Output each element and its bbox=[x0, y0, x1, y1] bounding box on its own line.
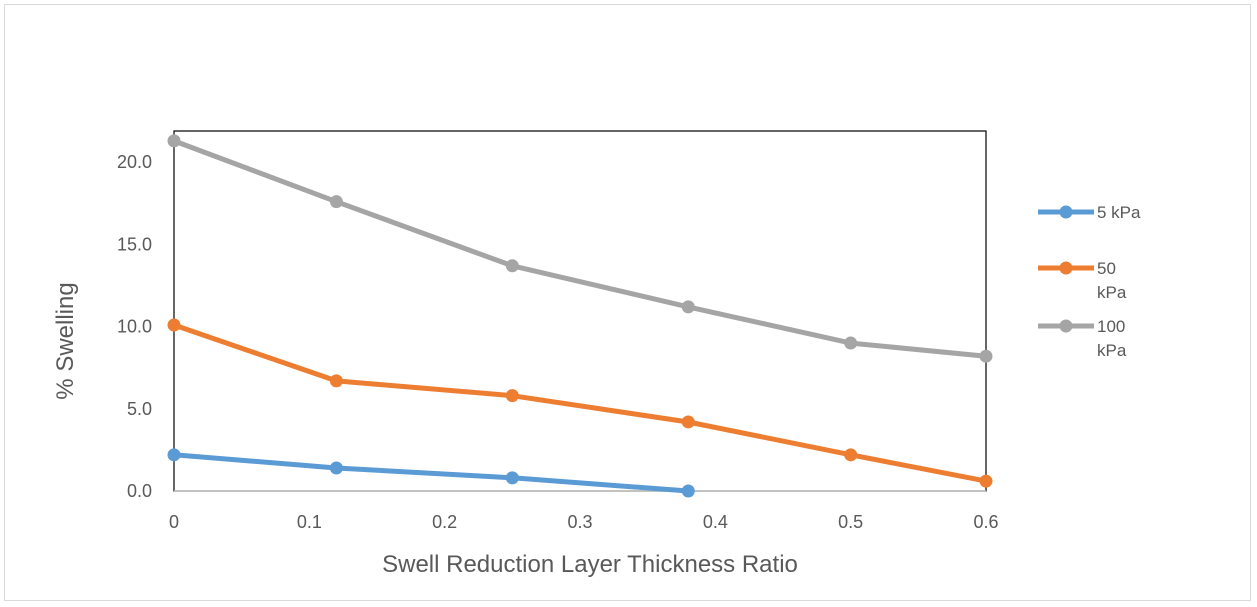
data-point bbox=[329, 195, 343, 209]
y-tick-label: 15.0 bbox=[117, 234, 152, 254]
legend-item: 100 kPa bbox=[1038, 317, 1127, 360]
legend-label: 5 kPa bbox=[1097, 203, 1141, 222]
data-point bbox=[167, 134, 181, 148]
data-point bbox=[505, 471, 519, 485]
y-axis-title: % Swelling bbox=[52, 282, 79, 399]
data-point bbox=[167, 318, 181, 332]
x-tick-label: 0.2 bbox=[432, 512, 457, 532]
series-line bbox=[171, 138, 989, 359]
y-tick-label: 10.0 bbox=[117, 317, 152, 337]
data-point bbox=[505, 389, 519, 403]
x-axis-title: Swell Reduction Layer Thickness Ratio bbox=[382, 551, 798, 578]
data-point bbox=[329, 461, 343, 475]
legend-label: 50 bbox=[1097, 259, 1116, 278]
legend-marker bbox=[1059, 261, 1073, 275]
legend-item: 50 kPa bbox=[1038, 259, 1127, 302]
data-point bbox=[979, 349, 993, 363]
y-tick-labels: 0.0 5.0 10.0 15.0 20.0 bbox=[117, 152, 152, 501]
x-tick-label: 0.1 bbox=[297, 512, 322, 532]
series-group bbox=[167, 134, 993, 363]
x-tick-label: 0 bbox=[169, 512, 179, 532]
chart-frame bbox=[4, 4, 1251, 601]
data-point bbox=[681, 300, 695, 314]
data-point bbox=[844, 448, 858, 462]
x-tick-label: 0.4 bbox=[703, 512, 728, 532]
data-point bbox=[681, 415, 695, 429]
y-tick-label: 20.0 bbox=[117, 152, 152, 172]
legend-marker bbox=[1059, 319, 1073, 333]
legend: 5 kPa 50 kPa 100 kPa bbox=[1038, 203, 1141, 360]
data-point bbox=[505, 259, 519, 273]
data-point bbox=[844, 336, 858, 350]
legend-label: 100 bbox=[1097, 317, 1125, 336]
series-group bbox=[167, 448, 695, 498]
series-layer bbox=[167, 134, 993, 498]
y-tick-label: 5.0 bbox=[127, 399, 152, 419]
x-tick-labels: 0 0.1 0.2 0.3 0.4 0.5 0.6 bbox=[169, 512, 999, 532]
legend-label: kPa bbox=[1097, 283, 1127, 302]
legend-label: kPa bbox=[1097, 341, 1127, 360]
legend-item: 5 kPa bbox=[1038, 203, 1141, 222]
x-tick-label: 0.3 bbox=[567, 512, 592, 532]
data-point bbox=[681, 484, 695, 498]
x-tick-label: 0.6 bbox=[973, 512, 998, 532]
series-line bbox=[171, 452, 691, 494]
y-tick-label: 0.0 bbox=[127, 481, 152, 501]
series-line bbox=[171, 322, 989, 484]
series-group bbox=[167, 318, 993, 488]
data-point bbox=[329, 374, 343, 388]
data-point bbox=[979, 474, 993, 488]
data-point bbox=[167, 448, 181, 462]
x-tick-label: 0.5 bbox=[838, 512, 863, 532]
legend-marker bbox=[1059, 205, 1073, 219]
